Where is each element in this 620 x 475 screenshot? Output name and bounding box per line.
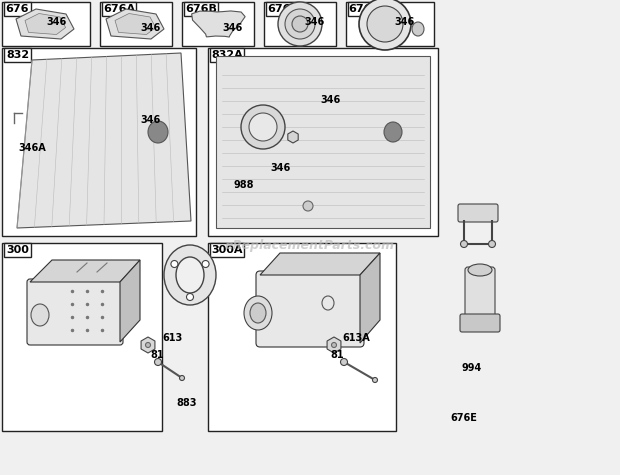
Ellipse shape xyxy=(285,9,315,39)
Text: 676D: 676D xyxy=(348,4,381,14)
Bar xyxy=(208,48,438,236)
Ellipse shape xyxy=(202,260,209,267)
Polygon shape xyxy=(25,13,66,35)
Bar xyxy=(266,2,300,16)
Ellipse shape xyxy=(180,376,185,380)
FancyBboxPatch shape xyxy=(256,271,364,347)
Polygon shape xyxy=(120,260,140,342)
Ellipse shape xyxy=(187,294,193,301)
Polygon shape xyxy=(260,253,380,275)
Bar xyxy=(4,2,31,16)
Text: 81: 81 xyxy=(330,350,343,360)
Text: 613: 613 xyxy=(162,333,182,343)
Text: 883: 883 xyxy=(176,398,197,408)
Text: 300A: 300A xyxy=(211,245,243,255)
Ellipse shape xyxy=(31,304,49,326)
Bar xyxy=(2,243,162,431)
Text: 346: 346 xyxy=(270,163,290,173)
Text: 81: 81 xyxy=(150,350,164,360)
Ellipse shape xyxy=(303,201,313,211)
Bar xyxy=(208,243,396,431)
Text: 994: 994 xyxy=(462,363,482,373)
Text: 300: 300 xyxy=(6,245,29,255)
Polygon shape xyxy=(360,253,380,343)
Polygon shape xyxy=(327,337,341,353)
Text: 346: 346 xyxy=(46,17,66,27)
Ellipse shape xyxy=(373,378,378,382)
Text: 988: 988 xyxy=(234,180,254,190)
Polygon shape xyxy=(30,260,140,282)
Text: 676B: 676B xyxy=(185,4,217,14)
Polygon shape xyxy=(115,13,156,35)
Bar xyxy=(4,243,31,257)
Polygon shape xyxy=(106,9,164,39)
Text: 346: 346 xyxy=(394,17,414,27)
Text: 676C: 676C xyxy=(267,4,299,14)
Ellipse shape xyxy=(241,105,285,149)
Ellipse shape xyxy=(164,245,216,305)
Polygon shape xyxy=(192,11,245,37)
Ellipse shape xyxy=(148,121,168,143)
Bar xyxy=(4,48,31,62)
Bar xyxy=(346,2,434,46)
FancyBboxPatch shape xyxy=(27,279,123,345)
Text: 346A: 346A xyxy=(18,143,46,153)
Bar xyxy=(102,2,136,16)
FancyBboxPatch shape xyxy=(458,204,498,222)
Polygon shape xyxy=(141,337,155,353)
Text: 346: 346 xyxy=(140,115,160,125)
Bar xyxy=(2,48,196,236)
Ellipse shape xyxy=(249,113,277,141)
Ellipse shape xyxy=(461,240,467,247)
Ellipse shape xyxy=(384,122,402,142)
FancyBboxPatch shape xyxy=(460,314,500,332)
FancyBboxPatch shape xyxy=(465,267,495,323)
Text: 346: 346 xyxy=(320,95,340,105)
Text: 346: 346 xyxy=(140,23,160,33)
Bar xyxy=(210,243,244,257)
Bar xyxy=(210,48,244,62)
Polygon shape xyxy=(288,131,298,143)
Ellipse shape xyxy=(278,2,322,46)
Ellipse shape xyxy=(244,296,272,330)
Ellipse shape xyxy=(171,260,178,267)
Ellipse shape xyxy=(176,257,204,293)
Ellipse shape xyxy=(468,264,492,276)
Ellipse shape xyxy=(412,22,424,36)
Ellipse shape xyxy=(340,359,347,365)
Polygon shape xyxy=(17,53,191,228)
Text: 676: 676 xyxy=(6,4,29,14)
Bar xyxy=(182,2,254,46)
Polygon shape xyxy=(16,9,74,39)
Ellipse shape xyxy=(367,6,403,42)
Bar xyxy=(216,56,430,228)
Bar xyxy=(264,2,336,46)
Ellipse shape xyxy=(146,342,151,348)
Ellipse shape xyxy=(332,342,337,348)
Text: 676E: 676E xyxy=(450,413,477,423)
Bar xyxy=(348,2,382,16)
Text: eReplacementParts.com: eReplacementParts.com xyxy=(225,238,395,251)
Bar xyxy=(2,2,90,46)
Ellipse shape xyxy=(154,359,161,365)
Ellipse shape xyxy=(489,240,495,247)
Text: 832: 832 xyxy=(6,50,29,60)
Text: 832A: 832A xyxy=(211,50,243,60)
Ellipse shape xyxy=(250,303,266,323)
Bar xyxy=(100,2,172,46)
Ellipse shape xyxy=(359,0,411,50)
Text: 346: 346 xyxy=(304,17,324,27)
Text: 613A: 613A xyxy=(342,333,370,343)
Text: 676A: 676A xyxy=(103,4,135,14)
Bar xyxy=(184,2,218,16)
Ellipse shape xyxy=(292,16,308,32)
Text: 346: 346 xyxy=(222,23,242,33)
